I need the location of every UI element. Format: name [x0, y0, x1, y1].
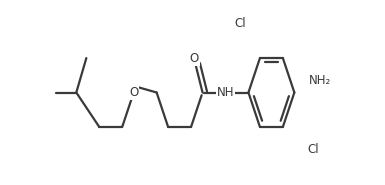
Text: O: O	[129, 86, 138, 99]
Text: O: O	[189, 52, 199, 65]
Text: Cl: Cl	[307, 143, 319, 156]
Text: Cl: Cl	[234, 17, 246, 30]
Text: NH₂: NH₂	[309, 74, 331, 87]
Text: NH: NH	[217, 86, 234, 99]
